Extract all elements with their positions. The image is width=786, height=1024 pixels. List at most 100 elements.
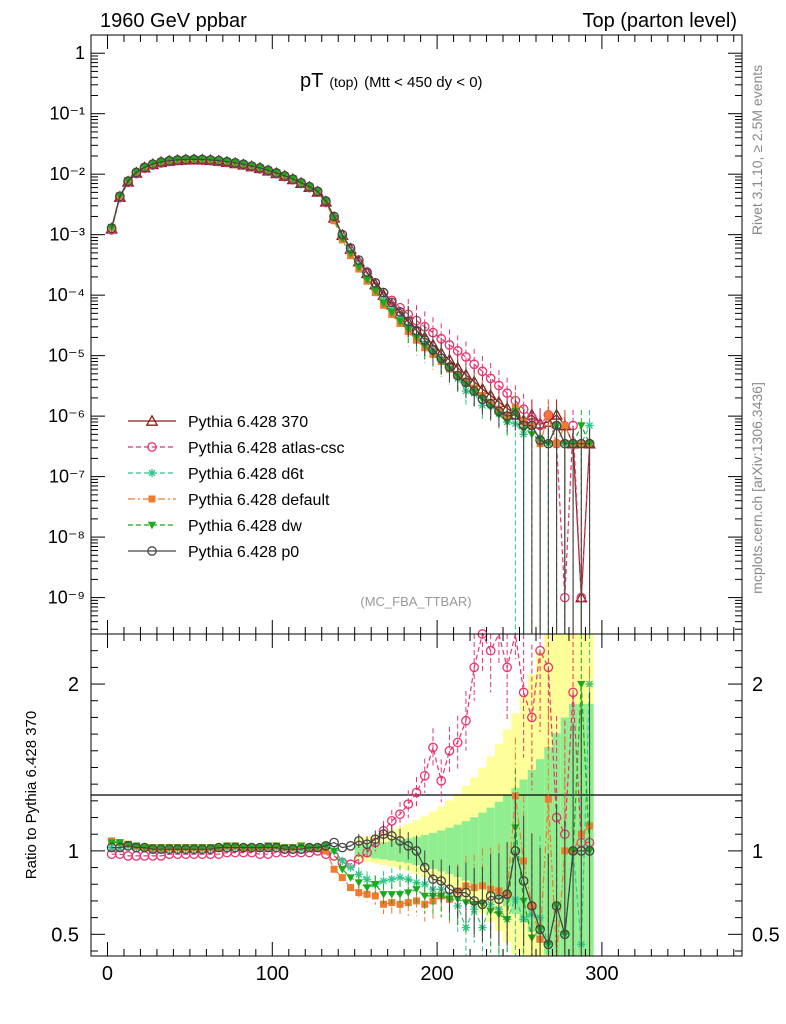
data-point [362,276,372,284]
data-point [502,662,512,673]
data-point [354,870,364,879]
data-point [288,174,298,184]
legend: Pythia 6.428 370 Pythia 6.428 atlas-csc Py… [128,414,345,561]
data-point [198,844,207,852]
y-tick-label: 10⁻³ [49,225,85,245]
data-point [477,899,488,910]
band-green [544,747,553,955]
data-point [304,181,315,192]
data-point [477,394,488,405]
data-point [420,892,429,901]
data-point [395,873,405,882]
data-point [411,846,422,856]
data-point [379,299,388,308]
data-point [527,420,537,431]
data-point [412,886,421,894]
legend-label: Pythia 6.428 p0 [188,544,299,561]
data-point [527,712,537,723]
data-point [452,737,463,748]
data-point [469,896,480,906]
data-point [370,834,381,845]
data-point [395,306,405,317]
data-point [280,844,289,852]
x-tick-label: 200 [420,963,453,985]
data-point [444,340,455,350]
data-point [312,186,323,197]
series-0 [105,153,596,634]
data-point [428,344,438,355]
data-point [461,352,471,362]
y-tick-label: 10⁻¹ [49,104,85,124]
legend-label: Pythia 6.428 dw [188,518,302,535]
data-point [404,889,413,897]
series-line [111,833,590,947]
data-point [165,844,174,852]
ratio-ylabel: Ratio to Pythia 6.428 370 [23,711,40,879]
series-line [111,158,591,445]
data-point [535,645,545,656]
y-tick-label: 0.5 [51,924,79,946]
data-point [181,844,190,852]
band-green [387,841,396,861]
band-green [470,817,479,885]
data-point [362,267,372,278]
data-point [502,889,512,900]
data-point [279,170,290,181]
data-point [419,862,430,873]
data-point [485,891,496,901]
data-point [371,287,380,295]
band-green [445,827,454,875]
series-line [111,158,590,446]
series-4 [107,155,594,634]
y-tick-label: 10⁻⁵ [48,346,85,366]
data-point [379,876,388,886]
band-green [428,832,438,869]
data-point [370,277,381,288]
y-tick-label: 10⁻² [49,164,85,184]
data-point [428,742,438,753]
data-point [395,318,405,326]
data-point [518,687,529,698]
data-point [371,892,379,900]
data-point [337,229,348,240]
y-tick-label: 10⁻⁹ [48,588,85,608]
data-point [296,177,306,188]
data-point [338,856,347,866]
data-point [222,842,232,851]
data-point [387,891,396,899]
data-point [502,388,512,398]
data-point [288,844,298,852]
data-point [403,799,414,810]
data-point [395,809,405,820]
legend-label: Pythia 6.428 370 [188,414,308,431]
data-point [584,846,595,856]
band-green [453,824,462,878]
data-point [543,438,554,449]
data-point [354,879,364,887]
data-point [338,874,346,882]
data-point [518,876,529,886]
main-axis-ticks: 1 10⁻¹ 10⁻² 10⁻³ 10⁻⁴ 10⁻⁵ 10⁻⁶ 10⁻⁷ 10⁻⁸ 10⁻⁹ [48,34,742,634]
data-point [206,844,215,852]
data-point [403,316,414,327]
data-point [543,939,554,950]
series-5 [106,154,595,634]
y-tick-label: 10⁻⁸ [48,527,85,547]
data-point [353,854,364,865]
y-tick-label: 2 [68,674,79,696]
data-point [561,421,569,429]
band-green [379,842,388,860]
series-line [111,159,591,598]
legend-label: Pythia 6.428 atlas-csc [188,440,345,457]
ratio-panel: 0.5 0.5 1 1 2 2 0 100 200 300 Ratio to Pythia 6.4… [23,629,780,985]
data-point [411,325,422,336]
data-point [544,795,552,803]
data-point [419,770,430,781]
data-point [123,176,133,186]
x-tick-label: 300 [585,963,618,985]
y-tick-label: 10⁻⁷ [49,467,85,487]
rivet-label: Rivet 3.1.10, ≥ 2.5M events [749,65,765,235]
series-2 [107,155,594,634]
legend-label: Pythia 6.428 d6t [188,466,304,483]
